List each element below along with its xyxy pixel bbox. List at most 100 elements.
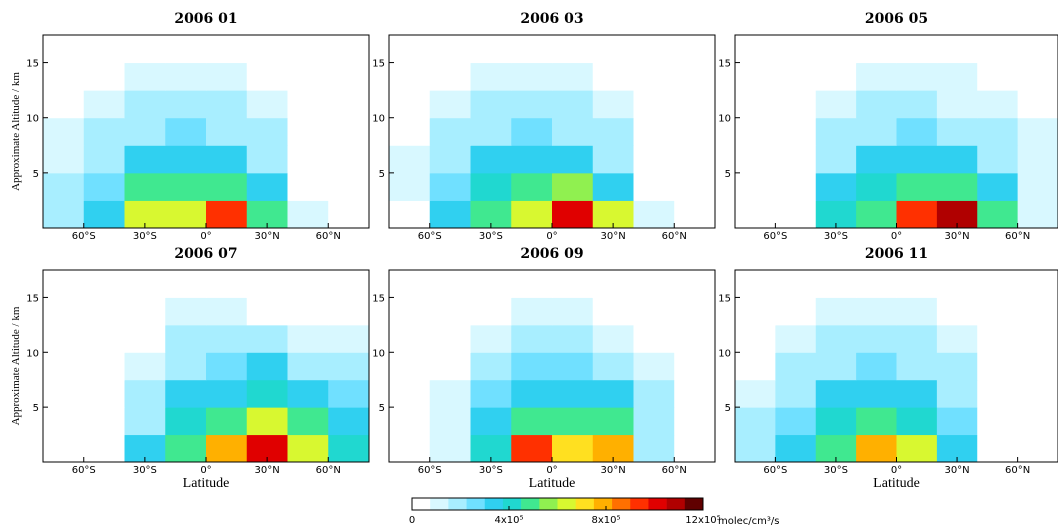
cell <box>470 379 512 408</box>
y-tick-label: 15 <box>718 59 731 70</box>
cell <box>977 352 1019 381</box>
cell <box>328 145 369 174</box>
plot-area <box>43 35 369 228</box>
cell <box>856 172 897 201</box>
colorbar-band <box>466 498 486 510</box>
cell <box>735 200 776 228</box>
colorbar-band <box>575 498 595 510</box>
colorbar-band <box>502 498 522 510</box>
x-tick-label: 0° <box>546 465 557 476</box>
cell <box>287 35 329 64</box>
cell <box>429 90 471 119</box>
cell <box>856 352 897 381</box>
cell <box>633 90 675 119</box>
cell <box>592 35 634 64</box>
y-tick-label: 5 <box>33 403 39 414</box>
cell <box>43 117 85 146</box>
cell <box>674 145 715 174</box>
cell <box>896 434 938 462</box>
cell <box>977 90 1019 119</box>
cell <box>389 434 431 462</box>
x-tick-label: 60°S <box>763 231 787 242</box>
cell <box>165 324 207 353</box>
cell <box>1017 434 1058 462</box>
cell <box>552 407 594 436</box>
cell <box>815 145 857 174</box>
cell <box>328 90 369 119</box>
cell <box>165 434 207 462</box>
cell <box>936 270 978 298</box>
cell <box>775 270 817 298</box>
x-tick-label: 30°N <box>944 465 969 476</box>
x-tick-label: 60°N <box>662 465 687 476</box>
cell <box>124 90 166 119</box>
cell <box>896 407 938 436</box>
cell <box>429 297 471 326</box>
cell <box>43 379 85 408</box>
cell <box>936 297 978 326</box>
cell <box>124 172 166 201</box>
cell <box>389 145 431 174</box>
cell <box>511 200 553 228</box>
cell <box>896 270 938 298</box>
cell <box>83 324 125 353</box>
cell <box>83 200 125 228</box>
cell <box>815 352 857 381</box>
cell <box>674 62 715 91</box>
cell <box>674 200 715 228</box>
cell <box>815 62 857 91</box>
cell <box>735 90 776 119</box>
cell <box>470 297 512 326</box>
x-tick-label: 30°N <box>255 231 280 242</box>
cell <box>165 35 207 64</box>
x-tick-label: 30°S <box>824 465 848 476</box>
cell <box>552 117 594 146</box>
cell <box>552 172 594 201</box>
x-tick-label: 60°N <box>662 231 687 242</box>
x-tick-label: 30°N <box>255 465 280 476</box>
colorbar-band <box>666 498 686 510</box>
y-tick-label: 5 <box>33 169 39 180</box>
cell <box>896 90 938 119</box>
cell <box>165 145 207 174</box>
cell <box>775 117 817 146</box>
cell <box>775 35 817 64</box>
cell <box>511 270 553 298</box>
cell <box>633 35 675 64</box>
cell <box>328 62 369 91</box>
x-tick-label: 30°S <box>479 231 503 242</box>
cell <box>552 352 594 381</box>
cell <box>775 90 817 119</box>
cell <box>552 62 594 91</box>
colorbar-band <box>539 498 558 510</box>
cell <box>328 270 369 298</box>
cell <box>633 62 675 91</box>
cell <box>328 35 369 64</box>
cell <box>815 324 857 353</box>
cell <box>287 434 329 462</box>
y-axis-label: Approximate Altitude / km <box>10 72 22 191</box>
cell <box>633 379 675 408</box>
colorbar-band <box>684 498 704 510</box>
cell <box>1017 407 1058 436</box>
cell <box>775 62 817 91</box>
cell <box>389 297 431 326</box>
cell <box>1017 90 1058 119</box>
cell <box>429 324 471 353</box>
cell <box>633 117 675 146</box>
cell <box>552 324 594 353</box>
cell <box>246 352 288 381</box>
cell <box>43 407 85 436</box>
cell <box>246 90 288 119</box>
cell <box>124 62 166 91</box>
plot-area <box>735 270 1058 462</box>
cell <box>429 35 471 64</box>
cell <box>165 117 207 146</box>
x-tick-label: 30°N <box>944 231 969 242</box>
cell <box>287 200 329 228</box>
cell <box>206 379 248 408</box>
cell <box>674 379 715 408</box>
cell <box>165 90 207 119</box>
x-tick-label: 60°N <box>316 465 341 476</box>
cell <box>389 90 431 119</box>
